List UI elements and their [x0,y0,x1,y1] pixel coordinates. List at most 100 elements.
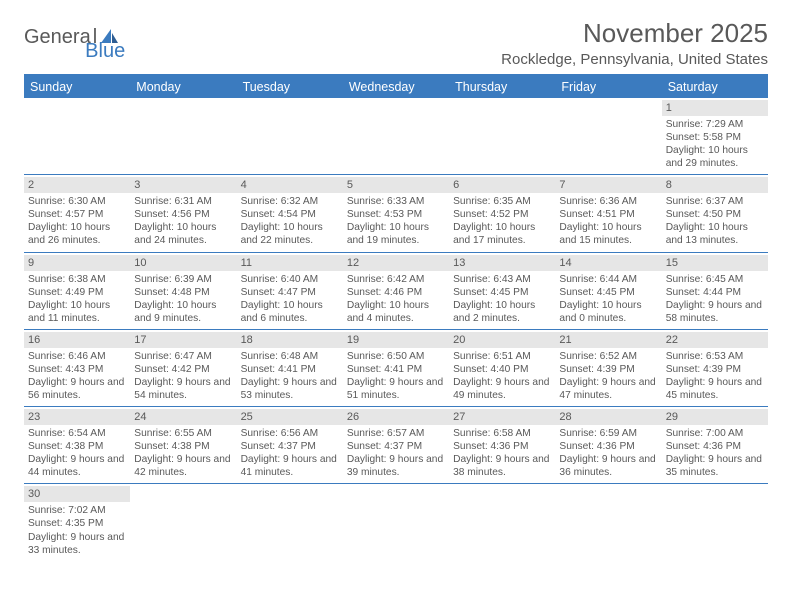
sunset-text: Sunset: 4:43 PM [28,363,126,376]
day-number: 8 [662,177,768,193]
sunrise-text: Sunrise: 6:44 AM [559,273,657,286]
day-number: 16 [24,332,130,348]
day-number: 22 [662,332,768,348]
sunset-text: Sunset: 4:53 PM [347,208,445,221]
day-cell: 2Sunrise: 6:30 AMSunset: 4:57 PMDaylight… [24,175,130,251]
day-cell: 13 Sunrise: 6:43 AMSunset: 4:45 PMDayligh… [449,253,555,329]
sunset-text: Sunset: 4:37 PM [241,440,339,453]
sunrise-text: Sunrise: 6:50 AM [347,350,445,363]
day-cell: 30Sunrise: 7:02 AMSunset: 4:35 PMDayligh… [24,484,130,560]
sunset-text: Sunset: 4:41 PM [241,363,339,376]
day-cell: 22Sunrise: 6:53 AMSunset: 4:39 PMDayligh… [662,330,768,406]
sunrise-text: Sunrise: 6:43 AM [453,273,551,286]
location-text: Rockledge, Pennsylvania, United States [501,51,768,68]
sunset-text: Sunset: 4:36 PM [559,440,657,453]
day-number: 1 [662,100,768,116]
day-cell: 18Sunrise: 6:48 AMSunset: 4:41 PMDayligh… [237,330,343,406]
day-cell: 25 Sunrise: 6:56 AMSunset: 4:37 PMDayligh… [237,407,343,483]
sunrise-text: Sunrise: 6:45 AM [666,273,764,286]
empty-day-cell [555,98,661,174]
sunrise-text: Sunrise: 7:02 AM [28,504,126,517]
daylight-text: Daylight: 10 hours and 24 minutes. [134,221,232,247]
weekday-header: Monday [130,76,236,98]
sunset-text: Sunset: 4:51 PM [559,208,657,221]
day-cell: 10Sunrise: 6:39 AMSunset: 4:48 PMDayligh… [130,253,236,329]
sunset-text: Sunset: 4:38 PM [134,440,232,453]
brand-logo: General Blue [24,18,163,49]
sunrise-text: Sunrise: 6:55 AM [134,427,232,440]
weekday-header: Friday [555,76,661,98]
sunset-text: Sunset: 4:45 PM [453,286,551,299]
daylight-text: Daylight: 10 hours and 22 minutes. [241,221,339,247]
sunset-text: Sunset: 4:38 PM [28,440,126,453]
sunrise-text: Sunrise: 6:57 AM [347,427,445,440]
empty-day-cell [343,98,449,174]
day-number: 17 [130,332,236,348]
sunset-text: Sunset: 4:44 PM [666,286,764,299]
sunrise-text: Sunrise: 6:35 AM [453,195,551,208]
day-number: 13 [449,255,555,271]
sunset-text: Sunset: 4:49 PM [28,286,126,299]
sunrise-text: Sunrise: 6:47 AM [134,350,232,363]
empty-day-cell [449,98,555,174]
day-cell: 11Sunrise: 6:40 AMSunset: 4:47 PMDayligh… [237,253,343,329]
empty-day-cell [237,484,343,560]
sunrise-text: Sunrise: 6:42 AM [347,273,445,286]
sunset-text: Sunset: 4:47 PM [241,286,339,299]
day-cell: 21Sunrise: 6:52 AMSunset: 4:39 PMDayligh… [555,330,661,406]
empty-day-cell [130,484,236,560]
empty-day-cell [662,484,768,560]
sunset-text: Sunset: 4:39 PM [666,363,764,376]
daylight-text: Daylight: 9 hours and 44 minutes. [28,453,126,479]
weekday-header: Tuesday [237,76,343,98]
day-cell: 15Sunrise: 6:45 AMSunset: 4:44 PMDayligh… [662,253,768,329]
daylight-text: Daylight: 9 hours and 47 minutes. [559,376,657,402]
sunset-text: Sunset: 4:36 PM [666,440,764,453]
day-number: 21 [555,332,661,348]
empty-day-cell [130,98,236,174]
week-row: 23Sunrise: 6:54 AMSunset: 4:38 PMDayligh… [24,407,768,484]
sunset-text: Sunset: 4:48 PM [134,286,232,299]
day-number: 24 [130,409,236,425]
day-cell: 20Sunrise: 6:51 AMSunset: 4:40 PMDayligh… [449,330,555,406]
daylight-text: Daylight: 9 hours and 58 minutes. [666,299,764,325]
weekday-header: Thursday [449,76,555,98]
header-row: General Blue November 2025 Rockledge, Pe… [24,18,768,68]
daylight-text: Daylight: 9 hours and 45 minutes. [666,376,764,402]
day-cell: 12Sunrise: 6:42 AMSunset: 4:46 PMDayligh… [343,253,449,329]
empty-day-cell [237,98,343,174]
sunrise-text: Sunrise: 6:33 AM [347,195,445,208]
daylight-text: Daylight: 10 hours and 13 minutes. [666,221,764,247]
sunrise-text: Sunrise: 6:58 AM [453,427,551,440]
sunrise-text: Sunrise: 7:00 AM [666,427,764,440]
daylight-text: Daylight: 10 hours and 2 minutes. [453,299,551,325]
brand-text-blue: Blue [85,40,125,63]
day-cell: 19Sunrise: 6:50 AMSunset: 4:41 PMDayligh… [343,330,449,406]
daylight-text: Daylight: 9 hours and 41 minutes. [241,453,339,479]
daylight-text: Daylight: 9 hours and 56 minutes. [28,376,126,402]
daylight-text: Daylight: 9 hours and 53 minutes. [241,376,339,402]
daylight-text: Daylight: 9 hours and 49 minutes. [453,376,551,402]
day-cell: 3Sunrise: 6:31 AMSunset: 4:56 PMDaylight… [130,175,236,251]
day-cell: 23 Sunrise: 6:54 AMSunset: 4:38 PMDayligh… [24,407,130,483]
day-number: 18 [237,332,343,348]
day-number: 19 [343,332,449,348]
weekday-header: Saturday [662,76,768,98]
sunrise-text: Sunrise: 6:52 AM [559,350,657,363]
daylight-text: Daylight: 9 hours and 51 minutes. [347,376,445,402]
day-number: 27 [449,409,555,425]
daylight-text: Daylight: 10 hours and 0 minutes. [559,299,657,325]
day-cell: 6Sunrise: 6:35 AMSunset: 4:52 PMDaylight… [449,175,555,251]
sunrise-text: Sunrise: 6:40 AM [241,273,339,286]
title-block: November 2025 Rockledge, Pennsylvania, U… [501,18,768,68]
day-cell: 5Sunrise: 6:33 AMSunset: 4:53 PMDaylight… [343,175,449,251]
week-row: 1Sunrise: 7:29 AMSunset: 5:58 PMDaylight… [24,98,768,175]
daylight-text: Daylight: 10 hours and 11 minutes. [28,299,126,325]
sunrise-text: Sunrise: 6:32 AM [241,195,339,208]
day-number: 23 [24,409,130,425]
sunset-text: Sunset: 4:36 PM [453,440,551,453]
sunrise-text: Sunrise: 6:36 AM [559,195,657,208]
sunrise-text: Sunrise: 6:56 AM [241,427,339,440]
sunrise-text: Sunrise: 6:54 AM [28,427,126,440]
day-number: 25 [237,409,343,425]
